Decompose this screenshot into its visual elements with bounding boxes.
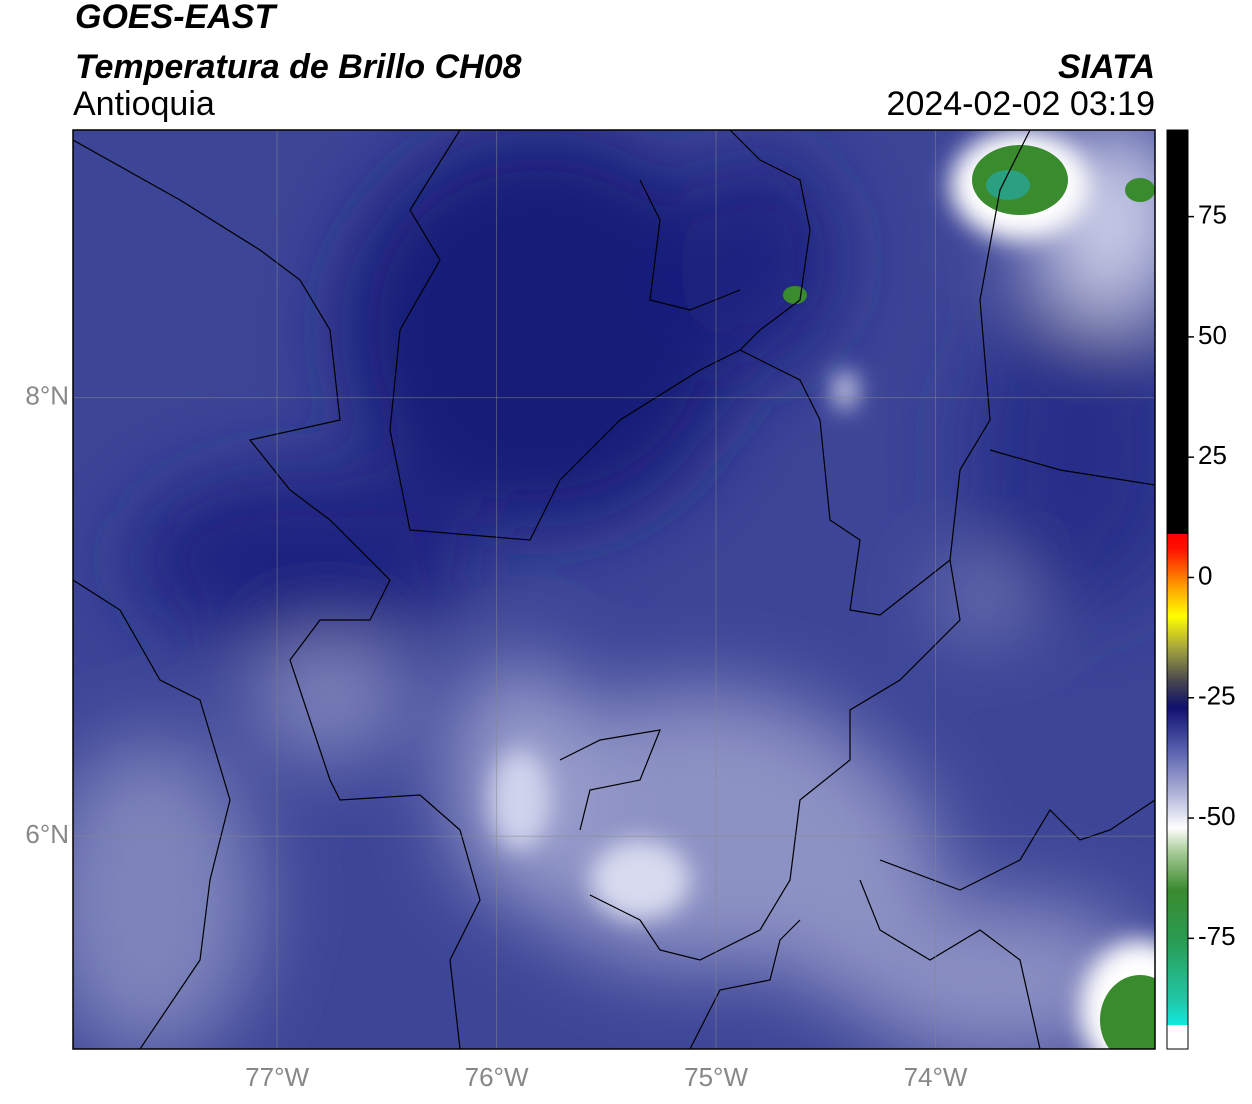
source: SIATA	[1058, 48, 1155, 86]
grid	[73, 130, 1155, 1049]
map-frame	[72, 129, 1156, 1050]
map-field	[73, 130, 1155, 1049]
y-tick-label: 6°N	[25, 819, 69, 849]
x-tick-label: 74°W	[904, 1062, 968, 1092]
colorbar-tick-label: -50	[1198, 801, 1236, 831]
timestamp: 2024-02-02 03:19	[887, 85, 1155, 123]
colorbar-tick-label: -25	[1198, 681, 1236, 711]
borders	[73, 130, 1155, 1049]
region: Antioquia	[73, 85, 215, 123]
subtitle: Temperatura de Brillo CH08	[75, 48, 522, 86]
colorbar-tick-label: 75	[1198, 199, 1227, 229]
y-tick-label: 8°N	[25, 380, 69, 410]
colorbar-tick-label: 0	[1198, 560, 1212, 590]
colorbar-tick-label: -75	[1198, 921, 1236, 951]
x-tick-label: 75°W	[684, 1062, 748, 1092]
colorbar-tick-label: 50	[1198, 320, 1227, 350]
x-tick-label: 77°W	[245, 1062, 309, 1092]
colorbar	[1166, 129, 1189, 1050]
title: GOES-EAST	[75, 0, 278, 36]
x-tick-label: 76°W	[465, 1062, 529, 1092]
colorbar-tick-label: 25	[1198, 440, 1227, 470]
